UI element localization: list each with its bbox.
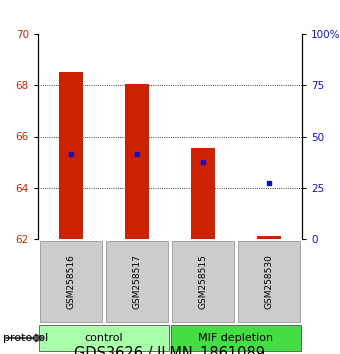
Bar <box>191 148 215 239</box>
Bar <box>40 241 102 322</box>
Text: GSM258517: GSM258517 <box>133 254 141 309</box>
Bar <box>238 241 300 322</box>
Text: GSM258530: GSM258530 <box>265 254 273 309</box>
Text: GSM258516: GSM258516 <box>67 254 75 309</box>
Bar <box>171 325 301 350</box>
Bar <box>39 325 169 350</box>
Bar <box>257 236 280 239</box>
Text: GDS3626 / ILMN_1861089: GDS3626 / ILMN_1861089 <box>74 346 266 354</box>
Bar <box>125 84 149 239</box>
Text: GSM258515: GSM258515 <box>199 254 207 309</box>
Text: MIF depletion: MIF depletion <box>199 333 274 343</box>
Bar <box>106 241 168 322</box>
Text: control: control <box>85 333 123 343</box>
Bar <box>59 73 83 239</box>
Text: ■: ■ <box>41 353 51 354</box>
Text: protocol: protocol <box>3 333 49 343</box>
Bar <box>172 241 234 322</box>
Text: count: count <box>53 353 81 354</box>
